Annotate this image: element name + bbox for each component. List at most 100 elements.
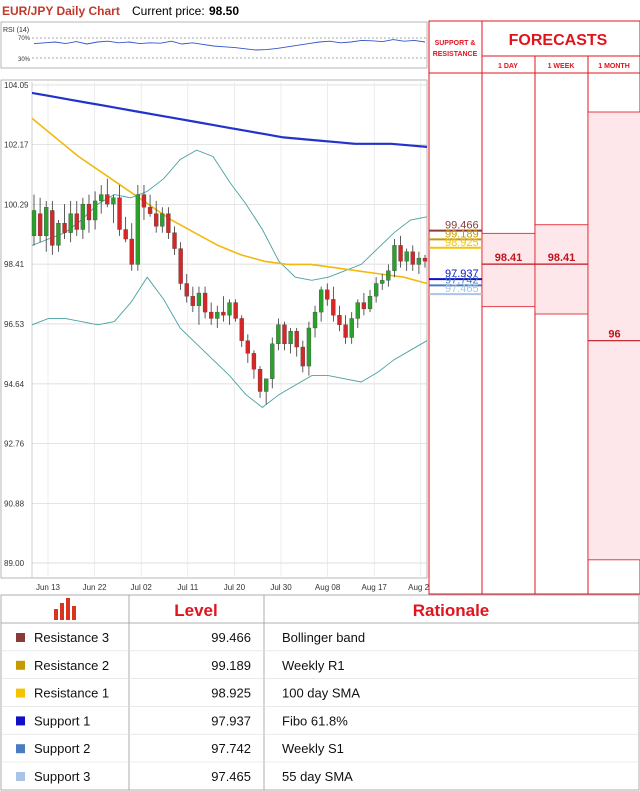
level-color-swatch bbox=[16, 660, 25, 670]
price-chart-frame bbox=[0, 79, 428, 579]
current-price-label: Current price: bbox=[132, 4, 205, 18]
candle bbox=[257, 366, 263, 398]
forecast-month: 96 bbox=[587, 111, 640, 561]
forecast-range-week bbox=[534, 224, 589, 315]
candle-body-up bbox=[373, 283, 379, 297]
candle-body-down bbox=[105, 194, 110, 205]
level-name: Support 1 bbox=[34, 713, 90, 728]
candle bbox=[184, 273, 189, 303]
candle bbox=[215, 305, 220, 328]
candle-body-down bbox=[172, 232, 177, 249]
indicator-layer bbox=[31, 91, 428, 408]
candle bbox=[355, 299, 360, 328]
candle bbox=[312, 305, 318, 338]
candle-body-down bbox=[337, 315, 342, 325]
candle-body-down bbox=[129, 238, 134, 265]
candle-body-up bbox=[306, 327, 312, 367]
candle-body-down bbox=[233, 302, 238, 319]
candle-body-up bbox=[215, 311, 220, 319]
candle bbox=[282, 321, 287, 351]
forecast-range-month bbox=[587, 111, 640, 561]
table-row: Support 1 97.937 Fibo 61.8% bbox=[1, 706, 639, 728]
candle bbox=[239, 315, 244, 348]
y-tick-label: 102.17 bbox=[4, 141, 29, 150]
candle-body-up bbox=[355, 302, 360, 319]
candle bbox=[202, 286, 208, 319]
bollinger-upper-line bbox=[31, 149, 428, 281]
candle-body-down bbox=[239, 318, 244, 341]
forecast-panel: FORECASTS SUPPORT & RESISTANCE 1 DAY 1 W… bbox=[428, 20, 640, 595]
rsi-line bbox=[33, 39, 426, 51]
candle-body-up bbox=[92, 200, 98, 221]
candle bbox=[68, 200, 73, 243]
candle bbox=[111, 194, 116, 224]
candle-body-down bbox=[221, 311, 226, 316]
candle-body-up bbox=[404, 251, 409, 262]
level-rationale: 100 day SMA bbox=[282, 686, 360, 701]
candle bbox=[221, 296, 226, 322]
level-value: 99.189 bbox=[211, 658, 251, 673]
level-name: Support 3 bbox=[34, 769, 90, 784]
current-price-value: 98.50 bbox=[209, 4, 239, 18]
candle-body-down bbox=[410, 251, 415, 265]
candle-body-up bbox=[135, 194, 141, 265]
candle-body-up bbox=[80, 203, 86, 230]
candle-body-up bbox=[318, 289, 324, 313]
candle-body-up bbox=[288, 330, 293, 345]
forecast-ranges-layer: 98.41 98.41 96 bbox=[481, 111, 640, 561]
candle-body-up bbox=[160, 213, 165, 227]
candle bbox=[172, 226, 177, 255]
candle bbox=[361, 293, 367, 316]
y-tick-label: 104.05 bbox=[4, 81, 29, 90]
candle-body-up bbox=[264, 378, 269, 392]
rsi-label: RSI (14) bbox=[3, 27, 29, 34]
candle-body-down bbox=[202, 292, 208, 313]
rsi-panel: RSI (14) 70% 30% bbox=[0, 21, 428, 69]
candle-body-up bbox=[416, 257, 422, 265]
candle bbox=[337, 305, 342, 332]
level-label: 97.937 bbox=[445, 268, 479, 280]
candle bbox=[154, 200, 159, 233]
candle-body-up bbox=[270, 343, 275, 379]
candle-body-down bbox=[300, 346, 305, 367]
level-name: Resistance 2 bbox=[34, 658, 109, 673]
candle-body-up bbox=[312, 311, 318, 329]
col-1month: 1 MONTH bbox=[598, 63, 630, 70]
candle bbox=[318, 286, 324, 322]
candle-body-down bbox=[50, 210, 55, 246]
candle bbox=[343, 315, 348, 344]
level-color-swatch bbox=[16, 633, 25, 642]
candle-body-up bbox=[196, 292, 202, 306]
candle bbox=[233, 299, 238, 322]
candle bbox=[117, 185, 122, 236]
forecast-day: 98.41 bbox=[481, 232, 536, 308]
candle-body-up bbox=[99, 194, 104, 202]
level-value: 97.937 bbox=[211, 713, 251, 728]
candle bbox=[392, 239, 397, 278]
y-tick-label: 100.29 bbox=[4, 200, 29, 209]
candle bbox=[331, 286, 336, 322]
forecast-title: FORECASTS bbox=[509, 32, 608, 49]
candle-body-down bbox=[74, 213, 79, 230]
candle bbox=[147, 194, 153, 217]
candle bbox=[373, 277, 379, 303]
x-tick-label: Aug 17 bbox=[362, 583, 388, 592]
candle-body-down bbox=[251, 353, 257, 370]
candle bbox=[386, 264, 391, 287]
candle-body-down bbox=[398, 245, 403, 262]
candle bbox=[288, 327, 293, 354]
sma-200-line bbox=[31, 91, 428, 148]
pair-title: EUR/JPY Daily Chart bbox=[2, 4, 120, 18]
rsi-lower-label: 30% bbox=[18, 57, 31, 63]
level-color-swatch bbox=[16, 772, 25, 781]
x-tick-label: Aug 27 bbox=[408, 583, 434, 592]
table-row: Support 2 97.742 Weekly S1 bbox=[1, 733, 639, 756]
candle-body-down bbox=[86, 203, 92, 221]
level-label: 99.466 bbox=[445, 220, 479, 232]
candle-body-down bbox=[190, 296, 195, 306]
levels-table-frame bbox=[0, 594, 640, 791]
rsi-frame bbox=[0, 21, 428, 69]
candle bbox=[325, 283, 330, 306]
candle bbox=[129, 223, 134, 271]
candle bbox=[367, 289, 373, 313]
